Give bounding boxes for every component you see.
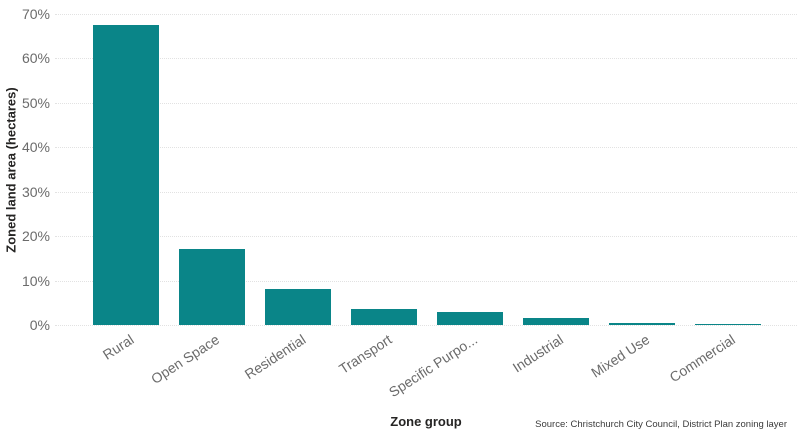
y-tick-label: 0% xyxy=(29,317,50,333)
bar-commercial[interactable] xyxy=(695,324,761,325)
x-tick-label: Open Space xyxy=(148,331,223,387)
x-tick-label: Rural xyxy=(99,331,137,363)
x-tick-label: Commercial xyxy=(666,331,739,386)
x-tick-label: Specific Purpo... xyxy=(385,331,481,401)
gridline xyxy=(55,236,797,238)
bar-open-space[interactable] xyxy=(179,249,245,325)
bar-industrial[interactable] xyxy=(523,318,589,325)
gridline xyxy=(55,147,797,149)
x-axis-title: Zone group xyxy=(390,414,462,429)
bar-mixed-use[interactable] xyxy=(609,323,675,325)
y-tick-label: 10% xyxy=(21,272,50,289)
bar-specific-purpo[interactable] xyxy=(437,312,503,325)
bars xyxy=(83,14,771,325)
x-tick-label: Mixed Use xyxy=(587,331,653,381)
y-tick-label: 70% xyxy=(21,6,50,22)
gridline xyxy=(55,58,797,60)
bar-rural[interactable] xyxy=(93,25,159,325)
y-tick-label: 50% xyxy=(21,94,50,111)
y-tick-label: 30% xyxy=(21,183,50,200)
y-tick-label: 40% xyxy=(21,139,50,156)
x-tick-label: Residential xyxy=(241,331,309,383)
y-tick-label: 20% xyxy=(21,228,50,245)
gridline xyxy=(55,191,797,193)
x-tick-label: Industrial xyxy=(509,331,567,376)
gridline xyxy=(55,14,797,15)
bar-residential[interactable] xyxy=(265,289,331,325)
bar-transport[interactable] xyxy=(351,309,417,325)
gridline xyxy=(55,102,797,104)
y-axis-title: Zoned land area (hectares) xyxy=(3,87,19,253)
source-text: Source: Christchurch City Council, Distr… xyxy=(535,419,787,430)
y-tick-label: 60% xyxy=(21,50,50,67)
gridline xyxy=(55,280,797,282)
x-axis-labels: Rural Open Space Residential Transport Speci… xyxy=(0,325,800,407)
x-tick-label: Transport xyxy=(335,331,395,377)
gridline xyxy=(55,325,797,326)
plot-area xyxy=(55,14,797,326)
